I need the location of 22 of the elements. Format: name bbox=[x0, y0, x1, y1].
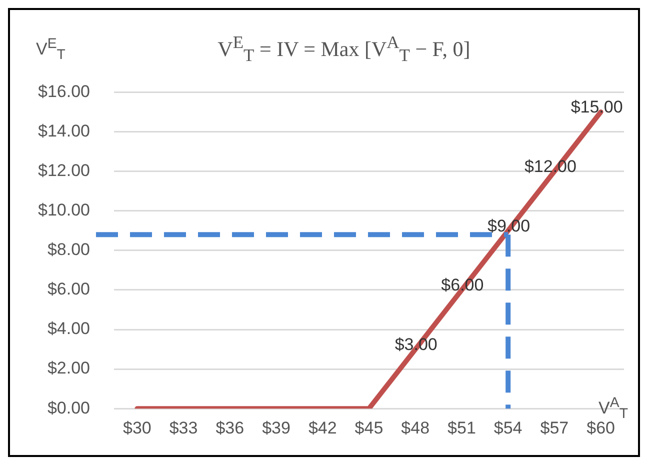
y-tick-label: $10.00 bbox=[38, 200, 90, 220]
x-tick-label: $51 bbox=[448, 418, 476, 438]
y-tick-label: $0.00 bbox=[47, 398, 90, 418]
x-tick-label: $30 bbox=[122, 418, 152, 438]
x-tick-label: $33 bbox=[169, 418, 198, 438]
x-tick-label: $48 bbox=[401, 418, 430, 438]
chart-title: V$^{E}$$_{T}$ = IV = Max [V$^{A}$$_{T}$ − F, 0] bbox=[218, 32, 470, 66]
x-tick-label: $42 bbox=[308, 418, 337, 438]
y-tick-label: $12.00 bbox=[38, 160, 90, 180]
y-tick-label: $8.00 bbox=[47, 240, 90, 260]
x-tick-label: $36 bbox=[216, 418, 244, 438]
y-tick-label: $2.00 bbox=[47, 358, 90, 378]
x-tick-label: $45 bbox=[354, 418, 384, 438]
y-tick-label: $14.00 bbox=[38, 121, 90, 140]
y-tick-label: $6.00 bbox=[47, 280, 90, 299]
data-label: $15.00 bbox=[570, 98, 623, 117]
x-tick-label: $54 bbox=[494, 418, 522, 438]
x-tick-label: $57 bbox=[540, 418, 569, 438]
y-tick-label: $16.00 bbox=[38, 82, 90, 101]
y-tick-label: $4.00 bbox=[47, 319, 90, 338]
x-tick-label: $60 bbox=[586, 418, 616, 438]
x-tick-label: $39 bbox=[262, 418, 290, 438]
